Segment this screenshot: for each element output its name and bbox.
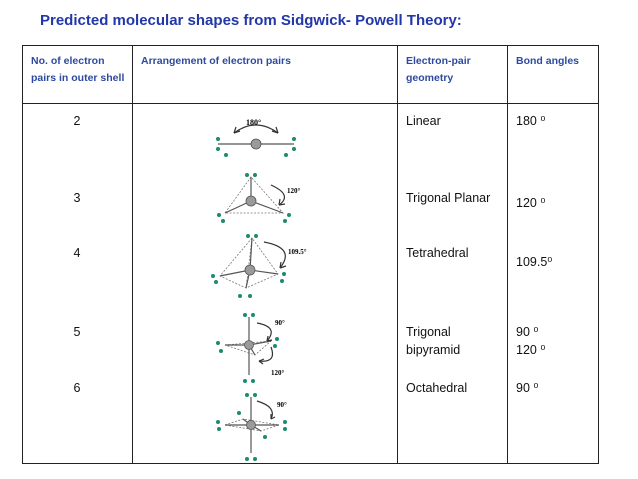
angle-label: 120° xyxy=(271,369,285,377)
octahedral-diagram: 90° xyxy=(216,393,287,461)
bond-angle: 90 ⁰ xyxy=(516,381,539,395)
header-divider xyxy=(23,103,598,104)
trigonal-planar-diagram: 120° xyxy=(217,173,301,223)
column-divider xyxy=(397,46,398,463)
geometry-name: bipyramid xyxy=(406,343,461,357)
header-arrangement: Arrangement of electron pairs xyxy=(141,55,291,67)
angle-label: 120° xyxy=(287,187,301,195)
angle-label: 90° xyxy=(277,401,287,409)
geometry-name: Tetrahedral xyxy=(406,246,469,260)
bond-angle: 120 ⁰ xyxy=(516,196,546,210)
bond-angle: 109.5⁰ xyxy=(516,255,553,269)
tetrahedral-diagram: 109.5° xyxy=(211,234,307,298)
geometry-name: Octahedral xyxy=(406,381,468,395)
column-divider xyxy=(507,46,508,463)
header-pairs: No. of electron pairs in outer shell xyxy=(31,55,125,84)
pairs-count: 5 xyxy=(73,325,81,339)
bond-angle: 180 ⁰ xyxy=(516,114,546,128)
angle-label: 90° xyxy=(275,319,285,327)
trigonal-bipyramid-diagram: 90° 120° xyxy=(216,313,285,383)
pairs-count: 6 xyxy=(73,381,81,395)
page-title: Predicted molecular shapes from Sidgwick… xyxy=(40,12,462,29)
shapes-table: No. of electron pairs in outer shell Arr… xyxy=(22,45,599,464)
geometry-name: Trigonal xyxy=(406,325,451,339)
pairs-count: 4 xyxy=(73,246,81,260)
linear-diagram: 180° xyxy=(216,118,296,157)
pairs-count: 3 xyxy=(73,191,81,205)
angle-label: 180° xyxy=(246,118,261,127)
header-geometry: Electron-pair geometry xyxy=(406,55,471,84)
geometry-name: Trigonal Planar xyxy=(406,191,491,205)
header-angles: Bond angles xyxy=(516,55,580,67)
geometry-name: Linear xyxy=(406,114,441,128)
column-divider xyxy=(132,46,133,463)
bond-angle: 90 ⁰ xyxy=(516,325,539,339)
angle-label: 109.5° xyxy=(288,248,307,256)
pairs-count: 2 xyxy=(73,114,81,128)
bond-angle: 120 ⁰ xyxy=(516,343,546,357)
